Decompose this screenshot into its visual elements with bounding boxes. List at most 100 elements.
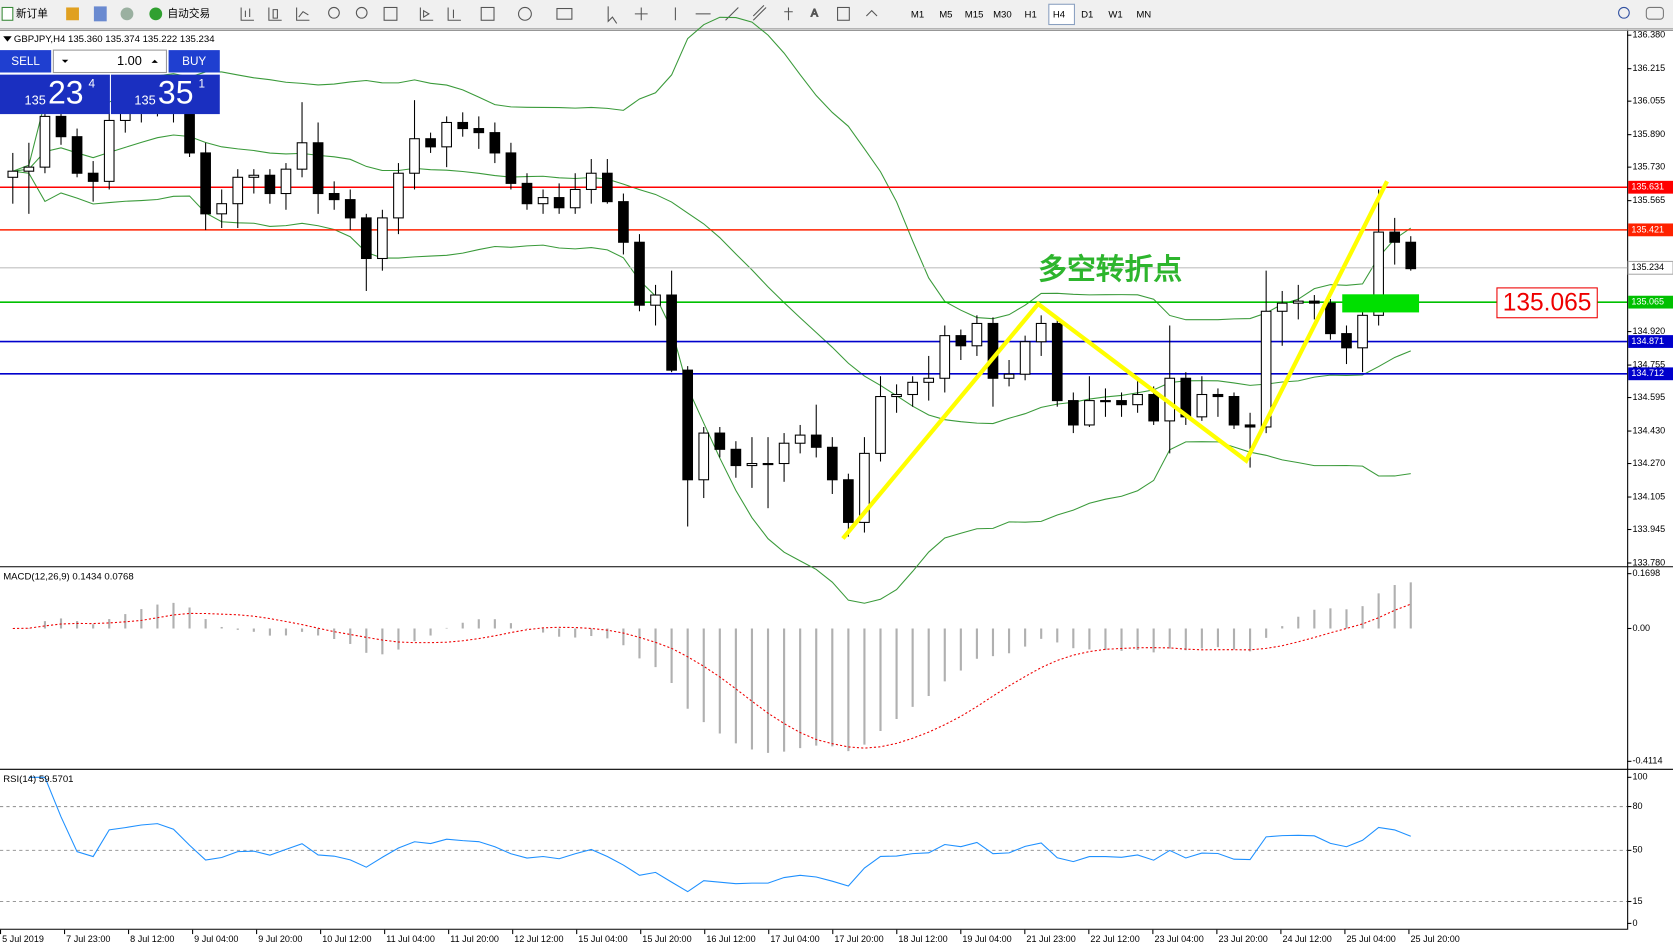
- level-label: 134.871: [1631, 336, 1664, 346]
- candle-body: [232, 176, 244, 205]
- toolbar-tools: A: [240, 4, 878, 24]
- crosshair-tool[interactable]: [634, 7, 648, 21]
- cursor-tool[interactable]: [607, 6, 618, 24]
- x-tick-label: 9 Jul 04:00: [194, 934, 238, 944]
- trendline-tool[interactable]: [725, 7, 739, 21]
- candle-body: [1373, 231, 1384, 316]
- bar-chart-tool[interactable]: [240, 7, 254, 21]
- toolbar-icon[interactable]: [93, 6, 107, 22]
- x-tick-label: 8 Jul 12:00: [130, 934, 174, 944]
- chart-shift[interactable]: [447, 7, 461, 21]
- candle-body: [1389, 231, 1401, 243]
- timeframe-button[interactable]: H1: [1025, 9, 1037, 20]
- lot-up[interactable]: [151, 59, 158, 63]
- ask-prefix: 135: [134, 93, 155, 108]
- level-box: [1628, 295, 1673, 309]
- candle-tool[interactable]: [268, 7, 282, 21]
- candle-body: [666, 294, 677, 371]
- toolbar-icon[interactable]: [66, 7, 79, 21]
- fibo-tool[interactable]: [784, 7, 793, 21]
- auto-trading-icon[interactable]: [149, 7, 163, 21]
- buy-label[interactable]: BUY: [182, 55, 206, 68]
- candle-body: [1212, 393, 1224, 398]
- candle-body: [1357, 314, 1368, 349]
- level-label: 135.065: [1631, 297, 1664, 307]
- candle-body: [923, 377, 935, 383]
- sell-button[interactable]: [0, 50, 52, 73]
- highlight-box[interactable]: [1342, 294, 1420, 313]
- sell-label[interactable]: SELL: [11, 55, 40, 68]
- candle-body: [1003, 373, 1015, 379]
- x-tick-label: 5 Jul 2019: [2, 934, 44, 944]
- candle-body: [907, 381, 918, 396]
- candle-body: [360, 217, 372, 260]
- new-order-icon[interactable]: [1, 6, 14, 21]
- timeframe-button[interactable]: M5: [939, 9, 952, 20]
- header-arrow[interactable]: [3, 36, 12, 42]
- x-tick-label: 16 Jul 12:00: [706, 934, 755, 944]
- search-icon[interactable]: [1618, 6, 1630, 19]
- candle-body: [521, 182, 533, 205]
- timeframe-button[interactable]: H4: [1053, 9, 1066, 20]
- toolbar-icon[interactable]: [120, 7, 134, 21]
- timeframe-button[interactable]: M15: [965, 9, 984, 20]
- templates[interactable]: [556, 7, 573, 20]
- toolbar: [0, 0, 1673, 29]
- x-tick-label: 9 Jul 20:00: [258, 934, 302, 944]
- timeframe-button[interactable]: W1: [1108, 9, 1122, 20]
- text-tool[interactable]: A: [810, 7, 819, 20]
- active-timeframe[interactable]: [1048, 3, 1075, 26]
- lot-down[interactable]: [61, 59, 69, 63]
- lot-value[interactable]: 1.00: [117, 53, 142, 68]
- candle-body: [843, 479, 854, 523]
- zoom-out[interactable]: [355, 6, 368, 19]
- symbol-header: GBPJPY,H4 135.360 135.374 135.222 135.23…: [14, 34, 215, 45]
- candle-body: [71, 136, 83, 174]
- macd-label: MACD(12,26,9) 0.1434 0.0768: [3, 571, 133, 582]
- candle-body: [698, 432, 710, 481]
- line-tool[interactable]: [296, 7, 310, 21]
- y-tick-label: 134.105: [1632, 491, 1665, 501]
- candle-body: [1228, 396, 1240, 426]
- level-box: [1628, 223, 1673, 237]
- timeframe-button[interactable]: D1: [1081, 9, 1093, 20]
- candle-body: [377, 217, 388, 260]
- current-price-box: [1627, 260, 1673, 275]
- chat-icon[interactable]: [1645, 6, 1664, 20]
- candle-body: [39, 115, 51, 168]
- ask-box[interactable]: [110, 74, 220, 115]
- rsi-tick-label: 15: [1632, 896, 1642, 906]
- timeframe-button[interactable]: M1: [911, 9, 924, 20]
- auto-trading-button[interactable]: 自动交易: [168, 7, 211, 20]
- buy-button[interactable]: [168, 50, 220, 73]
- new-order-button[interactable]: 新订单: [16, 7, 48, 20]
- candle-body: [714, 432, 726, 450]
- zoom-in[interactable]: [328, 6, 340, 19]
- timeframe-bar: M1 M5 M15 M30 H1 H4 D1 W1 MN: [911, 9, 1151, 20]
- timeframe-button[interactable]: MN: [1136, 9, 1151, 20]
- channel-tool[interactable]: [752, 4, 767, 21]
- bid-box[interactable]: [0, 74, 110, 115]
- label-tool[interactable]: [837, 6, 850, 21]
- zigzag-drawing[interactable]: [841, 180, 1389, 540]
- candle-body: [682, 369, 694, 481]
- candle-body: [1196, 393, 1208, 418]
- macd-signal: [12, 603, 1411, 749]
- indicators[interactable]: [480, 6, 495, 21]
- candle-body: [730, 448, 742, 467]
- candle-body: [1244, 424, 1256, 428]
- candle-body: [875, 396, 886, 454]
- candle-body: [312, 142, 324, 195]
- candle-body: [650, 294, 661, 306]
- x-tick-label: 25 Jul 20:00: [1411, 934, 1460, 944]
- periods[interactable]: [518, 6, 532, 21]
- candle-body: [537, 197, 549, 205]
- autoscroll[interactable]: [419, 7, 434, 21]
- candle-body: [826, 446, 838, 481]
- tile-windows[interactable]: [383, 6, 398, 21]
- candle-body: [1405, 241, 1417, 270]
- lot-input[interactable]: [52, 49, 167, 74]
- timeframe-button[interactable]: M30: [993, 9, 1012, 20]
- candle-body: [216, 203, 228, 215]
- arrows-tool[interactable]: [865, 9, 878, 17]
